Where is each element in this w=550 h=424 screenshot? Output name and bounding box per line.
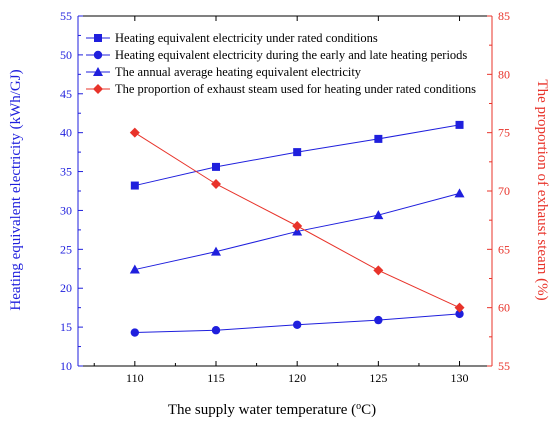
- y-left-tick-label: 40: [60, 126, 72, 140]
- series-4-line: [134, 132, 460, 309]
- x-tick-label: 125: [369, 371, 387, 385]
- y-right-tick-label: 75: [498, 126, 510, 140]
- series-4: [129, 127, 465, 313]
- series-3-point: [373, 210, 384, 220]
- legend-item-4: The proportion of exhaust steam used for…: [86, 82, 476, 96]
- series-4-point: [292, 221, 303, 231]
- legend-label: Heating equivalent electricity under rat…: [115, 31, 378, 45]
- series-1-point: [130, 181, 139, 190]
- series-1-point: [455, 120, 464, 129]
- y-left-tick-label: 35: [60, 165, 72, 179]
- y-right-tick-label: 55: [498, 359, 510, 373]
- y-right-tick-label: 65: [498, 242, 510, 256]
- x-axis-label-prefix: The supply water temperature (: [168, 402, 356, 418]
- legend-marker: [93, 67, 103, 76]
- y-left-tick-label: 55: [60, 9, 72, 23]
- legend-label: The annual average heating equivalent el…: [115, 65, 362, 79]
- series-2-point: [292, 320, 302, 329]
- y-right-tick-label: 80: [498, 67, 510, 81]
- series-1-point: [212, 162, 220, 171]
- series-4-point: [129, 127, 140, 138]
- legend-item-3: The annual average heating equivalent el…: [86, 65, 362, 79]
- y-left-tick-label: 10: [60, 359, 72, 373]
- series-2: [130, 309, 464, 337]
- legend-marker: [93, 84, 103, 94]
- series-2-point: [455, 309, 464, 319]
- series-1-point: [293, 148, 302, 157]
- series-1: [130, 120, 464, 190]
- series-1-point: [374, 134, 383, 143]
- y-left-tick-label: 45: [60, 87, 72, 101]
- y-right-tick-label: 85: [498, 9, 510, 23]
- series-4-point: [454, 302, 465, 313]
- y-left-tick-label: 30: [60, 203, 72, 217]
- legend-item-2: Heating equivalent electricity during th…: [86, 48, 467, 62]
- x-tick-label: 120: [288, 371, 306, 385]
- series-2-point: [374, 315, 383, 325]
- x-tick-label: 130: [451, 371, 469, 385]
- y-axis-right-label: The proportion of exhaust steam (%): [534, 79, 550, 300]
- series-4-point: [373, 265, 384, 276]
- series-3-point: [454, 188, 465, 198]
- legend-marker: [94, 34, 102, 42]
- legend-label: The proportion of exhaust steam used for…: [115, 82, 476, 96]
- y-left-tick-label: 15: [60, 320, 72, 334]
- y-left-tick-label: 50: [60, 48, 72, 62]
- x-tick-label: 115: [207, 371, 225, 385]
- series-2-point: [130, 328, 140, 337]
- legend-label: Heating equivalent electricity during th…: [115, 48, 467, 62]
- series-layer: [129, 120, 465, 337]
- legend: Heating equivalent electricity under rat…: [86, 31, 476, 96]
- x-axis-label: The supply water temperature (oC): [168, 401, 376, 419]
- x-axis-label-superscript: o: [356, 401, 361, 412]
- y-axis-left-label: Heating equivalent electricity (kWh/GJ): [8, 69, 24, 310]
- series-4-point: [211, 179, 221, 189]
- series-2-point: [211, 326, 221, 335]
- axes: 110 115 120 125 130 10 15 20 25 30 35 40 45 50 55 55 60 6…: [60, 9, 510, 385]
- y-right-tick-label: 70: [498, 184, 510, 198]
- x-axis-label-suffix: C): [361, 402, 376, 418]
- series-3-point: [211, 246, 221, 256]
- legend-marker: [93, 50, 103, 60]
- legend-item-1: Heating equivalent electricity under rat…: [86, 31, 378, 45]
- y-left-tick-label: 20: [60, 281, 72, 295]
- x-tick-label: 110: [126, 371, 144, 385]
- y-left-tick-label: 25: [60, 242, 72, 256]
- series-3-point: [129, 264, 140, 274]
- y-right-tick-label: 60: [498, 301, 510, 315]
